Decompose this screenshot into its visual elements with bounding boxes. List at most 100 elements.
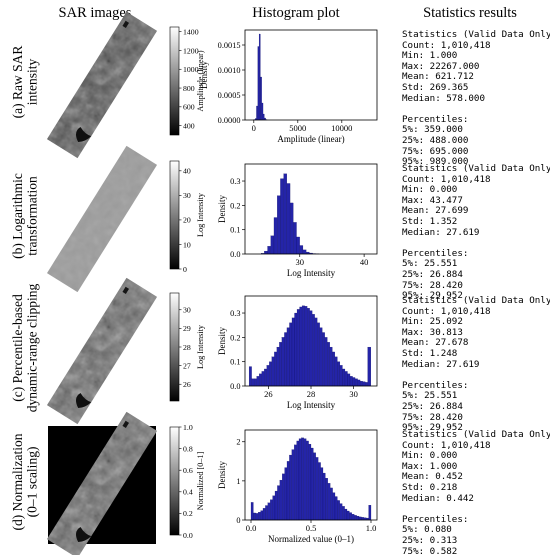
colorbar-gradient bbox=[169, 292, 180, 402]
histogram-bar bbox=[359, 381, 363, 387]
histogram-bar bbox=[327, 342, 330, 387]
y-tick-label: 0.3 bbox=[230, 309, 240, 318]
histogram-bar bbox=[301, 305, 305, 387]
sar-strip-texture bbox=[46, 411, 158, 555]
colorbar-label: Log Intensity bbox=[196, 324, 205, 369]
histogram-bar bbox=[291, 317, 295, 387]
x-tick-label: 10000 bbox=[331, 123, 352, 133]
y-tick-label: 0.1 bbox=[230, 358, 240, 367]
histogram-bar bbox=[337, 361, 341, 387]
histogram-bar bbox=[298, 438, 302, 521]
histogram-bar bbox=[322, 332, 325, 387]
y-tick-label: 0.0000 bbox=[218, 116, 241, 125]
colorbar-gradient bbox=[169, 160, 180, 270]
histogram-bar bbox=[277, 195, 281, 255]
histogram-bar bbox=[344, 508, 348, 521]
x-tick-label: 30 bbox=[295, 257, 304, 267]
x-tick-label: 30 bbox=[349, 389, 358, 399]
histogram-bar bbox=[310, 447, 314, 521]
histogram-bar bbox=[302, 249, 307, 255]
histogram-bar bbox=[367, 346, 371, 387]
colorbar-tick-label: 0.4 bbox=[183, 488, 193, 497]
sar-strip-texture bbox=[46, 11, 158, 159]
colorbar-gradient bbox=[169, 26, 180, 136]
y-tick-label: 0.1 bbox=[230, 226, 240, 235]
row-label: (d) Normalization (0–1 scaling) bbox=[10, 433, 40, 530]
histogram-bar bbox=[293, 222, 297, 255]
histogram: 26 28 30 0.0 0.1 0.2 0.3 Log Intensity Density bbox=[217, 295, 378, 410]
header-histogram-plot: Histogram plot bbox=[252, 5, 339, 21]
statistics-block: Statistics (Valid Data Only): Count: 1,0… bbox=[402, 163, 550, 302]
y-tick-label: 1 bbox=[236, 477, 240, 486]
sar-dark-feature bbox=[122, 286, 130, 294]
histogram-bar bbox=[256, 376, 260, 387]
histogram-bar bbox=[307, 308, 310, 387]
y-tick-label: 0.0 bbox=[230, 382, 240, 391]
histogram-bar bbox=[325, 478, 328, 521]
colorbar-tick-label: 0.6 bbox=[183, 466, 193, 475]
histogram-bar bbox=[322, 472, 326, 521]
sar-strip bbox=[46, 277, 158, 425]
x-tick-label: 0.5 bbox=[306, 523, 317, 533]
histogram-bar bbox=[339, 503, 343, 521]
sar-dark-feature bbox=[75, 526, 92, 543]
panel-rows: (a) Raw SAR intensity14001200100080060040… bbox=[10, 11, 378, 555]
y-tick-label: 0.0015 bbox=[218, 41, 241, 50]
x-tick-label: 26 bbox=[264, 389, 273, 399]
sar-dark-feature bbox=[75, 126, 92, 143]
colorbar-tick-label: 800 bbox=[183, 84, 195, 93]
histogram-bar bbox=[354, 378, 358, 387]
colorbar-tick-label: 0.2 bbox=[183, 509, 193, 518]
colorbar-tick-label: 20 bbox=[183, 216, 191, 225]
histogram-bar bbox=[334, 496, 338, 521]
histogram-bar bbox=[284, 467, 288, 521]
histogram-bar bbox=[347, 373, 351, 387]
histogram-bar bbox=[264, 368, 267, 387]
statistics-block: Statistics (Valid Data Only): Count: 1,0… bbox=[402, 295, 550, 434]
histogram-bar bbox=[284, 332, 288, 387]
x-tick-label: 0 bbox=[252, 123, 256, 133]
row-label-line: dynamic-range clipping bbox=[24, 283, 39, 412]
histogram-bar bbox=[286, 461, 290, 521]
histogram-bar bbox=[344, 371, 348, 387]
histogram-bar bbox=[260, 510, 264, 521]
histogram-bar bbox=[261, 371, 265, 387]
histogram-axes-frame bbox=[244, 163, 378, 255]
statistics-block: Statistics (Valid Data Only): Count: 1,0… bbox=[402, 29, 550, 168]
histogram-bar bbox=[329, 346, 333, 387]
histogram-bar bbox=[250, 502, 254, 521]
histogram-bar bbox=[270, 499, 273, 521]
histogram-bar bbox=[296, 309, 300, 387]
colorbar: 40 30 20 10 0 Log Intensity bbox=[169, 160, 205, 274]
x-tick-label: 5000 bbox=[289, 123, 306, 133]
histogram-bar bbox=[294, 444, 297, 521]
histogram-bar bbox=[299, 306, 303, 387]
histogram-bar bbox=[272, 495, 276, 521]
histogram-bar bbox=[299, 245, 304, 255]
histogram-bar bbox=[346, 510, 350, 521]
histogram-bar bbox=[313, 452, 316, 521]
histogram-bar bbox=[289, 322, 293, 387]
colorbar: 30 29 28 27 26 Log Intensity bbox=[169, 292, 205, 402]
x-tick-label: 28 bbox=[307, 389, 316, 399]
x-axis-label: Log Intensity bbox=[287, 400, 336, 410]
histogram-bar bbox=[339, 365, 343, 387]
x-axis-label: Amplitude (linear) bbox=[277, 134, 344, 144]
row-3: (c) Percentile-based dynamic-range clippi… bbox=[10, 277, 378, 425]
histogram-bar bbox=[280, 178, 284, 255]
histogram-bar bbox=[274, 351, 277, 387]
row-1: (a) Raw SAR intensity 1400 1200 1000 800 600 40… bbox=[10, 11, 378, 159]
y-tick-label: 2 bbox=[236, 438, 240, 447]
histogram-bar bbox=[317, 322, 320, 387]
x-tick-label: 0.0 bbox=[246, 523, 257, 533]
histogram-axes-frame bbox=[244, 29, 378, 121]
histogram-bar bbox=[271, 356, 275, 387]
histogram-bar bbox=[286, 327, 290, 387]
histogram-bar bbox=[264, 250, 268, 255]
histogram: 0.0 0.5 1.0 0 1 2 Normalized value (0–1) Densit… bbox=[217, 429, 378, 544]
histogram-bar bbox=[361, 517, 364, 521]
sar-dark-feature bbox=[75, 392, 92, 409]
histogram-bar bbox=[267, 502, 271, 521]
colorbar-tick-label: 28 bbox=[183, 343, 191, 352]
histogram-bar bbox=[258, 33, 261, 121]
